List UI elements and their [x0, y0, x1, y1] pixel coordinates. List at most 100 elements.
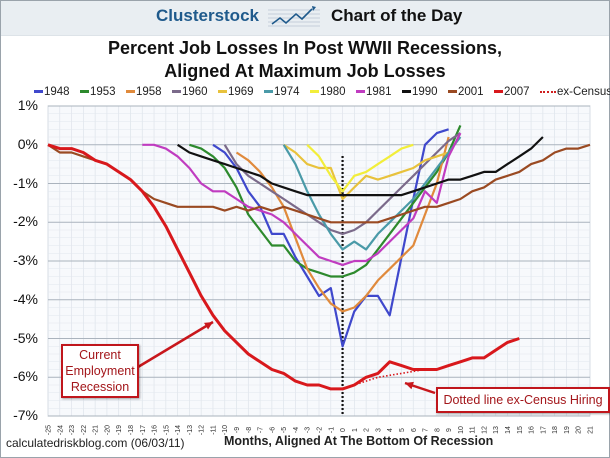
legend-swatch: [80, 90, 89, 94]
svg-text:12: 12: [481, 426, 488, 434]
svg-text:-12: -12: [199, 425, 206, 435]
svg-text:2: 2: [364, 428, 371, 432]
svg-text:20: 20: [576, 426, 583, 434]
svg-text:-5: -5: [281, 427, 288, 433]
legend-swatch: [34, 90, 43, 94]
legend-label: 1958: [136, 86, 162, 98]
legend-label: 1974: [274, 86, 300, 98]
legend-item-1974: 1974: [264, 86, 300, 98]
y-tick-label: -5%: [13, 329, 38, 346]
svg-text:-18: -18: [128, 425, 135, 435]
svg-text:9: 9: [446, 428, 453, 432]
svg-text:6: 6: [411, 428, 418, 432]
legend-label: 1990: [412, 86, 438, 98]
svg-text:16: 16: [529, 426, 536, 434]
svg-text:10: 10: [458, 426, 465, 434]
svg-text:-17: -17: [140, 425, 147, 435]
svg-text:7: 7: [423, 428, 430, 432]
svg-text:19: 19: [564, 426, 571, 434]
series-line-1948: [212, 128, 449, 348]
svg-text:-3: -3: [305, 427, 312, 433]
legend-label: 1948: [44, 86, 70, 98]
svg-text:4: 4: [387, 428, 394, 432]
series-line-1980: [306, 143, 414, 193]
svg-text:0: 0: [340, 428, 347, 432]
legend-item-1990: 1990: [402, 86, 438, 98]
rising-chart-icon: [268, 6, 320, 27]
callout-line: Recession: [70, 380, 130, 394]
legend-item-2001: 2001: [448, 86, 484, 98]
legend-swatch: [310, 90, 319, 94]
series-line-1960: [223, 132, 462, 235]
svg-text:1: 1: [352, 428, 359, 432]
svg-text:-24: -24: [57, 425, 64, 435]
svg-text:-15: -15: [163, 425, 170, 435]
y-tick-label: -7%: [13, 407, 38, 423]
svg-text:-1: -1: [328, 427, 335, 433]
svg-text:-23: -23: [69, 425, 76, 435]
svg-text:5: 5: [399, 428, 406, 432]
legend-swatch: [402, 90, 411, 94]
y-tick-label: -6%: [13, 368, 38, 385]
legend-item-ex-Census: ex-Census: [540, 86, 610, 98]
svg-text:-22: -22: [81, 425, 88, 435]
svg-text:-6: -6: [269, 427, 276, 433]
series-line-1958: [235, 136, 450, 313]
legend-swatch: [264, 90, 273, 94]
svg-text:15: 15: [517, 426, 524, 434]
svg-text:-19: -19: [116, 425, 123, 435]
callout-current-recession: Current Employment Recession: [61, 344, 139, 398]
series-line-1981: [142, 132, 462, 266]
legend-item-1948: 1948: [34, 86, 70, 98]
svg-text:3: 3: [375, 428, 382, 432]
y-tick-label: 1%: [17, 97, 38, 113]
svg-text:11: 11: [470, 426, 477, 433]
chart-legend: 1948 1953 1958 1960 1969 1974 1980 1981 1990 2001…: [34, 86, 610, 102]
y-tick-label: -2%: [13, 213, 38, 230]
legend-item-2007: 2007: [494, 86, 530, 98]
brand-name: Clusterstock: [156, 6, 259, 25]
svg-text:-14: -14: [175, 425, 182, 435]
svg-text:-16: -16: [152, 425, 159, 435]
svg-text:-10: -10: [222, 425, 229, 435]
svg-text:-9: -9: [234, 427, 241, 433]
legend-item-1960: 1960: [172, 86, 208, 98]
callout-line: Employment: [65, 364, 135, 378]
svg-text:17: 17: [540, 426, 547, 434]
header-subtitle: Chart of the Day: [331, 6, 463, 25]
svg-text:-7: -7: [258, 427, 265, 433]
y-tick-label: -4%: [13, 290, 38, 307]
legend-item-1981: 1981: [356, 86, 392, 98]
legend-item-1969: 1969: [218, 86, 254, 98]
legend-swatch: [356, 90, 365, 94]
svg-text:-20: -20: [104, 425, 111, 435]
series-line-ex-Census: [342, 368, 426, 390]
chart-title-line-1: Percent Job Losses In Post WWII Recessio…: [107, 38, 503, 58]
y-tick-label: -3%: [13, 252, 38, 268]
svg-text:-21: -21: [93, 425, 100, 435]
svg-text:-4: -4: [293, 427, 300, 433]
source-credit: calculatedriskblog.com (06/03/11): [6, 436, 185, 450]
legend-swatch: [540, 90, 556, 93]
series-line-1974: [282, 136, 462, 251]
svg-text:-13: -13: [187, 425, 194, 435]
header-band: [1, 1, 609, 36]
series-line-1953: [189, 124, 462, 278]
legend-swatch: [172, 90, 181, 94]
legend-swatch: [494, 90, 503, 94]
legend-swatch: [218, 90, 227, 94]
legend-label: 1960: [182, 86, 208, 98]
x-axis-label: Months, Aligned At The Bottom Of Recessi…: [224, 434, 494, 448]
svg-text:8: 8: [434, 428, 441, 432]
legend-swatch: [126, 90, 135, 94]
chart-title-line-2: Aligned At Maximum Job Losses: [164, 61, 446, 81]
callout-census-hiring: Dotted line ex-Census Hiring: [436, 387, 610, 413]
y-tick-label: -1%: [13, 174, 38, 191]
svg-text:-25: -25: [46, 425, 53, 435]
legend-label: ex-Census: [557, 86, 610, 98]
legend-label: 2001: [458, 86, 484, 98]
legend-item-1953: 1953: [80, 86, 116, 98]
series-line-1990: [176, 136, 544, 197]
legend-swatch: [448, 90, 457, 94]
legend-label: 2007: [504, 86, 530, 98]
